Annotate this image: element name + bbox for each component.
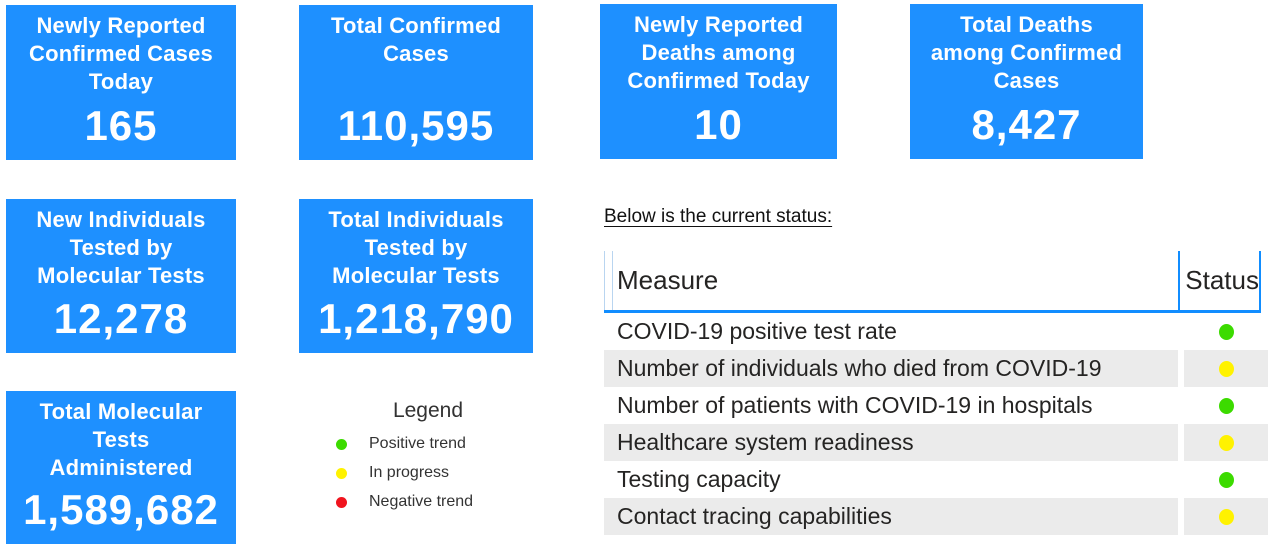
card-title: Total Deaths among Confirmed Cases [930,12,1123,93]
card-total-deaths-confirmed-cases: Total Deaths among Confirmed Cases 8,427 [910,4,1143,159]
header-left-line [612,251,613,310]
status-indicator-dot [1218,360,1234,377]
legend: Legend Positive trend In progress Negati… [332,399,524,522]
status-cell [1184,424,1268,461]
card-title: Newly Reported Confirmed Cases Today [29,13,213,94]
legend-item-label: In progress [369,464,450,481]
status-cell [1184,313,1268,350]
status-cell [1184,350,1268,387]
table-row: Number of individuals who died from COVI… [604,350,1268,387]
table-row: Contact tracing capabilities [604,498,1268,535]
card-title: Total Molecular Tests Administered [39,399,203,480]
legend-item-in-progress: In progress [332,464,524,482]
card-newly-reported-confirmed-cases-today: Newly Reported Confirmed Cases Today 165 [6,5,236,160]
card-total-individuals-tested: Total Individuals Tested by Molecular Te… [299,199,533,353]
legend-item-negative-trend: Negative trend [332,493,524,511]
card-title: Total Individuals Tested by Molecular Te… [328,207,504,288]
measure-cell: Number of patients with COVID-19 in hosp… [617,392,1093,418]
status-indicator-dot [1218,323,1234,340]
table-header-row: Measure Status [604,251,1261,313]
status-indicator-dot [1218,508,1234,525]
card-title: New Individuals Tested by Molecular Test… [36,207,206,288]
measure-cell: Testing capacity [617,466,781,492]
table-row: Healthcare system readiness [604,424,1268,461]
in-progress-dot-icon [336,467,347,479]
legend-item-label: Negative trend [369,493,474,510]
status-cell [1184,461,1268,498]
table-row: COVID-19 positive test rate [604,313,1268,350]
card-value: 12,278 [53,295,189,342]
card-title: Newly Reported Deaths among Confirmed To… [627,12,810,93]
measure-cell: Number of individuals who died from COVI… [604,350,1178,387]
status-cell [1184,387,1268,424]
card-newly-reported-deaths-today: Newly Reported Deaths among Confirmed To… [600,4,837,159]
card-total-confirmed-cases: Total Confirmed Cases 110,595 [299,5,533,160]
card-value: 110,595 [337,102,495,149]
table-row: Number of patients with COVID-19 in hosp… [604,387,1268,424]
card-value: 1,589,682 [23,486,219,533]
status-indicator-dot [1218,434,1234,451]
header-left-line [604,251,605,310]
status-indicator-dot [1218,397,1234,414]
card-total-molecular-tests-administered: Total Molecular Tests Administered 1,589… [6,391,236,544]
status-table: Measure Status COVID-19 positive test ra… [604,251,1268,535]
legend-item-positive-trend: Positive trend [332,435,524,453]
column-header-status: Status [1185,265,1259,295]
status-cell [1184,498,1268,535]
measure-cell: Healthcare system readiness [604,424,1178,461]
card-value: 165 [84,102,158,149]
legend-title: Legend [392,399,464,422]
measure-cell: Contact tracing capabilities [604,498,1178,535]
status-indicator-dot [1218,471,1234,488]
column-separator-line [1178,251,1180,310]
measure-cell: COVID-19 positive test rate [617,318,897,344]
card-value: 1,218,790 [318,295,514,342]
status-heading: Below is the current status: [604,206,833,227]
positive-trend-dot-icon [336,438,347,450]
legend-item-label: Positive trend [369,435,466,452]
card-new-individuals-tested: New Individuals Tested by Molecular Test… [6,199,236,353]
negative-trend-dot-icon [336,496,347,508]
card-value: 10 [694,101,743,148]
card-title: Total Confirmed Cases [330,13,502,66]
table-row: Testing capacity [604,461,1268,498]
card-value: 8,427 [971,101,1082,148]
column-header-measure: Measure [617,265,719,295]
